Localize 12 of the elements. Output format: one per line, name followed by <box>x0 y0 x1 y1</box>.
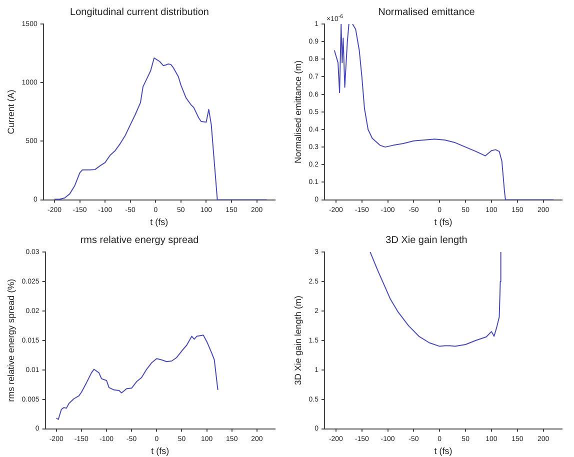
chart-title: rms relative energy spread <box>80 234 199 246</box>
y-axis-title: rms relative energy spread (%) <box>6 278 16 402</box>
chart-title: Normalised emittance <box>378 6 476 18</box>
x-axis-title: t (fs) <box>434 446 452 456</box>
x-axis-title: t (fs) <box>434 217 452 228</box>
x-axis-title: t (fs) <box>151 446 170 456</box>
chart-title: 3D Xie gain length <box>386 234 468 246</box>
x-axis-title: t (fs) <box>150 217 168 228</box>
y-axis-title: Normalised emittance (m) <box>292 60 303 164</box>
y-axis-title: Current (A) <box>6 90 16 134</box>
chart-title: Longitudinal current distribution <box>70 6 209 18</box>
y-axis-title: 3D Xie gain length (m) <box>292 296 303 386</box>
